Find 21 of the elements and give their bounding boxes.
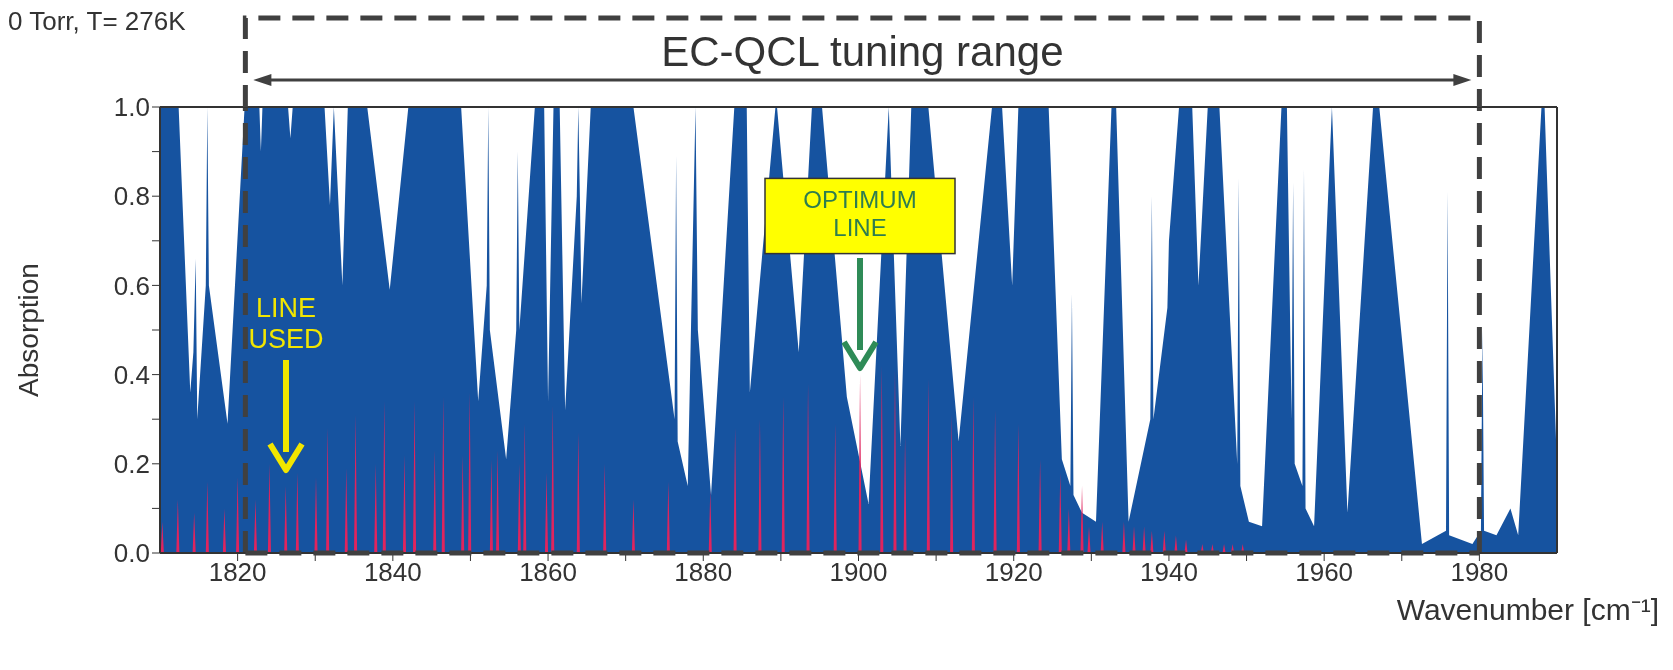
x-tick-label: 1860 bbox=[519, 557, 577, 588]
x-tick-label: 1960 bbox=[1295, 557, 1354, 588]
x-tick-label: 1920 bbox=[984, 557, 1043, 588]
y-tick-label: 1.0 bbox=[113, 92, 150, 123]
y-tick-label: 0.6 bbox=[113, 270, 150, 301]
y-axis-title: Absorption bbox=[13, 263, 44, 397]
y-tick-label: 0.8 bbox=[113, 181, 150, 212]
y-tick-label: 0.2 bbox=[113, 449, 150, 480]
x-tick-label: 1980 bbox=[1450, 557, 1509, 588]
x-tick-label: 1840 bbox=[363, 557, 422, 588]
x-tick-label: 1940 bbox=[1140, 557, 1198, 588]
y-tick-label: 0.4 bbox=[113, 359, 150, 390]
x-tick-label: 1820 bbox=[208, 557, 267, 588]
text: EC-QCL tuning range bbox=[661, 28, 1064, 75]
annotation: OPTIMUM LINE bbox=[803, 186, 917, 241]
x-tick-label: 1900 bbox=[829, 557, 888, 588]
text: 0 Torr, T= 276K bbox=[8, 6, 187, 36]
x-axis-title: Wavenumber [cm⁻¹] bbox=[1396, 593, 1659, 626]
annotation: LINE USED bbox=[248, 292, 324, 354]
x-tick-label: 1880 bbox=[674, 557, 733, 588]
y-tick-label: 0.0 bbox=[113, 538, 150, 569]
